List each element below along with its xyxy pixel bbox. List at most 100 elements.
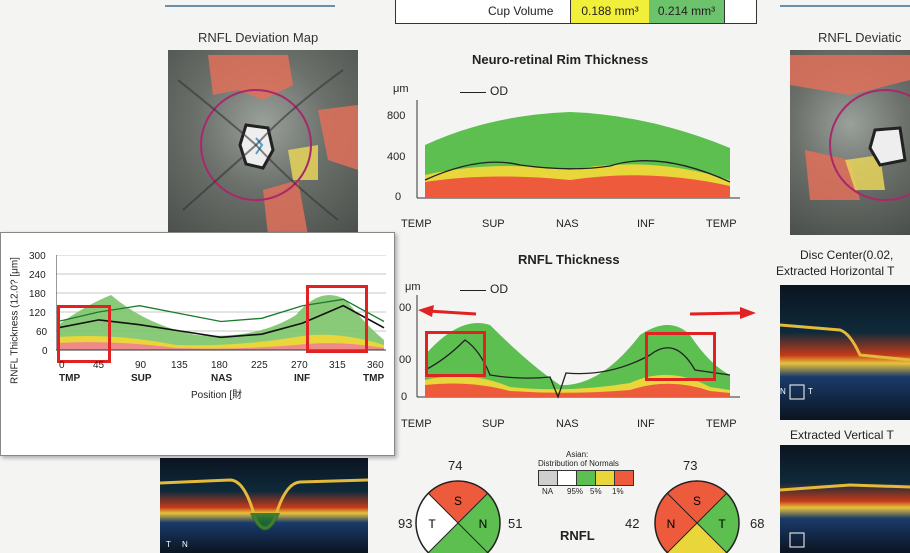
cup-volume-value-os: 0.214 mm³ [649,0,725,23]
rim-ytick-400: 400 [387,151,406,163]
rim-xtick-inf: INF [637,218,655,230]
overlay-xtick-135: 135 [171,360,188,371]
rnfl-ytick-top: 00 [399,302,412,314]
overlay-chart-plot [56,255,386,351]
overlay-sector-nas: NAS [211,373,233,384]
rim-chart-title: Neuro-retinal Rim Thickness [472,52,649,67]
overlay-sector-inf: INF [294,373,311,384]
legend-label-na: NA [542,487,554,496]
extracted-horizontal-label: Extracted Horizontal T [776,264,895,278]
rnfl-label: RNFL [560,528,595,543]
overlay-ylabel: RNFL Thickness (12.0? [μm] [9,257,21,384]
normals-legend-title-1: Asian: [566,450,589,459]
clock-right-right: 68 [750,516,765,531]
rim-ytick-0: 0 [395,191,402,203]
clock-left-left: 93 [398,516,413,531]
oct-mark-left: T [166,540,171,549]
rnfl-highlight-box-right [645,332,716,381]
rim-ytick-800: 800 [387,110,406,122]
overlay-ytick-240: 240 [29,270,46,281]
rnfl-highlight-box-left [425,331,486,377]
legend-label-5: 5% [590,487,602,496]
swatch-white [558,471,577,485]
rnfl-ytick-mid: 00 [399,354,412,366]
rnfl-chart-legend-line [460,290,486,291]
overlay-xtick-360: 360 [367,360,384,371]
swatch-yellow [596,471,615,485]
swatch-na [539,471,558,485]
overlay-ytick-300: 300 [29,251,46,262]
rnfl-chart-legend: OD [490,282,508,296]
clock-left-diagram: S T N [415,480,501,553]
rnfl-xtick-inf: INF [637,418,655,430]
overlay-highlight-box-left [57,305,111,363]
vertical-oct-scan [780,445,910,553]
overlay-xtick-225: 225 [251,360,268,371]
normals-legend-swatches [538,470,634,486]
bottom-left-oct-scan: T N [160,458,368,553]
rim-xtick-temp-1: TEMP [401,218,432,230]
rnfl-chart-unit: μm [405,281,421,293]
clock-right-top: 73 [683,458,698,473]
overlay-highlight-box-right [306,285,368,353]
left-deviation-map-title: RNFL Deviation Map [198,30,319,45]
clock-right-s: S [693,494,701,508]
clock-left-t: T [428,517,436,531]
cup-volume-value-od: 0.188 mm³ [570,0,650,23]
left-deviation-map [168,50,358,235]
overlay-rnfl-panel: RNFL Thickness (12.0? [μm] 300 240 180 1… [0,232,395,456]
overlay-sector-tmp-1: TMP [59,373,81,384]
clock-right-left: 42 [625,516,640,531]
legend-label-1: 1% [612,487,624,496]
rim-chart-legend: OD [490,84,508,98]
clock-right-n: N [667,517,676,531]
clock-left-right: 51 [508,516,523,531]
overlay-ytick-120: 120 [29,308,46,319]
right-deviation-map [790,50,910,235]
disc-center-label: Disc Center(0.02, [800,248,894,262]
cup-volume-row: Cup Volume 0.188 mm³ 0.214 mm³ [395,0,757,24]
h-oct-mark-left: N [780,387,786,396]
rnfl-xtick-sup: SUP [482,418,505,430]
overlay-xtick-45: 45 [93,360,105,371]
swatch-green [577,471,596,485]
rim-chart-legend-line [460,92,486,93]
cup-volume-label: Cup Volume [488,4,554,18]
overlay-sector-tmp-2: TMP [363,373,385,384]
arrow-left-icon [418,305,477,317]
clock-right-t: T [718,517,726,531]
normals-legend-title-2: Distribution of Normals [538,459,619,468]
oct-mark-right: N [182,540,188,549]
top-right-rule [780,0,910,7]
overlay-xtick-270: 270 [291,360,308,371]
arrow-right-icon [689,307,756,319]
overlay-xtick-180: 180 [211,360,228,371]
rnfl-xtick-temp-1: TEMP [401,418,432,430]
rnfl-xtick-temp-2: TEMP [706,418,737,430]
horizontal-oct-scan: N T [780,285,910,420]
clock-left-top: 74 [448,458,463,473]
rim-xtick-nas: NAS [556,218,579,230]
overlay-xtick-90: 90 [135,360,147,371]
clock-right-diagram: S N T [654,480,740,553]
overlay-xtick-315: 315 [329,360,346,371]
rim-chart-unit: μm [393,83,409,95]
overlay-ytick-0: 0 [42,346,48,357]
legend-label-95: 95% [567,487,584,496]
overlay-series-line-normal [57,298,385,323]
overlay-xlabel: Position [財 [191,390,243,401]
overlay-ytick-180: 180 [29,289,46,300]
rnfl-xtick-nas: NAS [556,418,579,430]
extracted-vertical-label: Extracted Vertical T [790,428,894,442]
top-left-rule [165,0,335,7]
rim-xtick-sup: SUP [482,218,505,230]
h-oct-mark-right: T [808,387,813,396]
right-deviation-map-title: RNFL Deviatic [818,30,902,45]
overlay-ytick-60: 60 [36,327,48,338]
rnfl-ytick-0: 0 [401,391,408,403]
overlay-sector-sup: SUP [131,373,152,384]
overlay-xtick-0: 0 [59,360,65,371]
swatch-red [615,471,633,485]
clock-left-s: S [454,494,462,508]
rim-xtick-temp-2: TEMP [706,218,737,230]
